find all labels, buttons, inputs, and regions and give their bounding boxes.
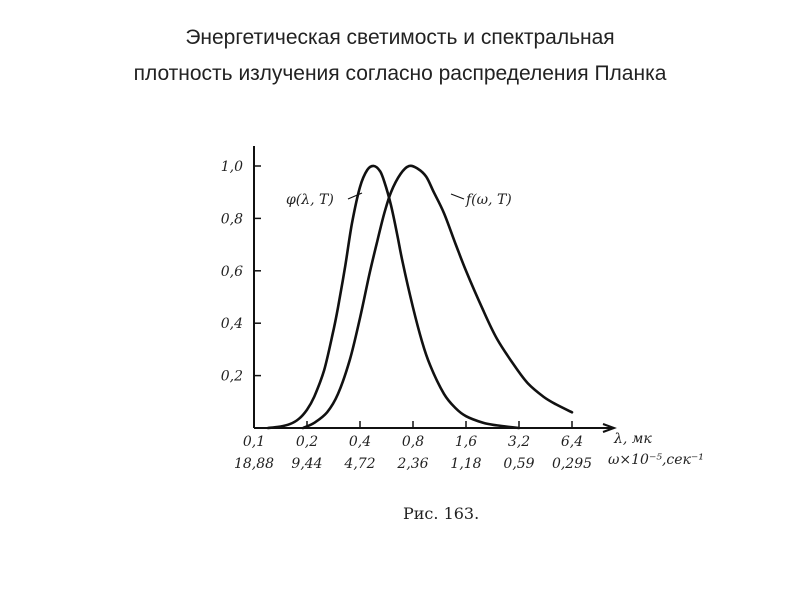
x-tick-label: 0,2 [296, 434, 318, 450]
x-secondary-tick-label: 1,18 [450, 456, 481, 472]
x-axis-secondary-label: ω×10⁻⁵,сек⁻¹ [608, 452, 704, 468]
y-tick-label: 0,4 [221, 316, 243, 332]
y-tick-label: 0,6 [221, 264, 243, 280]
x-tick-label: 3,2 [508, 434, 530, 450]
x-tick-label: 0,1 [243, 434, 265, 450]
x-axis-arrow [602, 423, 617, 433]
x-tick-label: 0,4 [349, 434, 371, 450]
x-secondary-tick-label: 18,88 [234, 456, 274, 472]
y-tick-label: 1,0 [221, 159, 243, 175]
x-secondary-tick-label: 4,72 [343, 456, 375, 472]
slide-title: Энергетическая светимость и спектральная… [0, 20, 800, 92]
x-tick-label: 1,6 [455, 434, 477, 450]
y-tick-label: 0,2 [221, 369, 243, 385]
series-label-leader [347, 192, 363, 200]
x-secondary-tick-label: 0,295 [552, 456, 592, 472]
x-axis-label: λ, мк [613, 431, 652, 447]
title-line-1: Энергетическая светимость и спектральная [185, 26, 615, 49]
x-ticks: 0,1 18,88 0,2 9,44 0,4 4,72 0,8 2,36 1,6 1,18 3,2 0… [234, 421, 592, 472]
f-curve [301, 164, 574, 430]
y-ticks: 0,2 0,4 0,6 0,8 1,0 [221, 159, 261, 385]
title-line-2: плотность излучения согласно распределен… [133, 62, 667, 85]
series-label: φ(λ, T) [286, 192, 334, 208]
x-tick-label: 6,4 [561, 434, 583, 450]
x-secondary-tick-label: 9,44 [291, 456, 322, 472]
series-label-leader [450, 193, 465, 200]
x-secondary-tick-label: 2,36 [396, 456, 428, 472]
x-secondary-tick-label: 0,59 [503, 456, 534, 472]
series-label: f(ω, T) [465, 192, 512, 208]
y-tick-label: 0,8 [221, 211, 243, 227]
figure-caption: Рис. 163. [403, 504, 479, 523]
curves: φ(λ, T) f(ω, T) [266, 164, 574, 430]
x-tick-label: 0,8 [402, 434, 424, 450]
phi-curve [266, 164, 521, 430]
